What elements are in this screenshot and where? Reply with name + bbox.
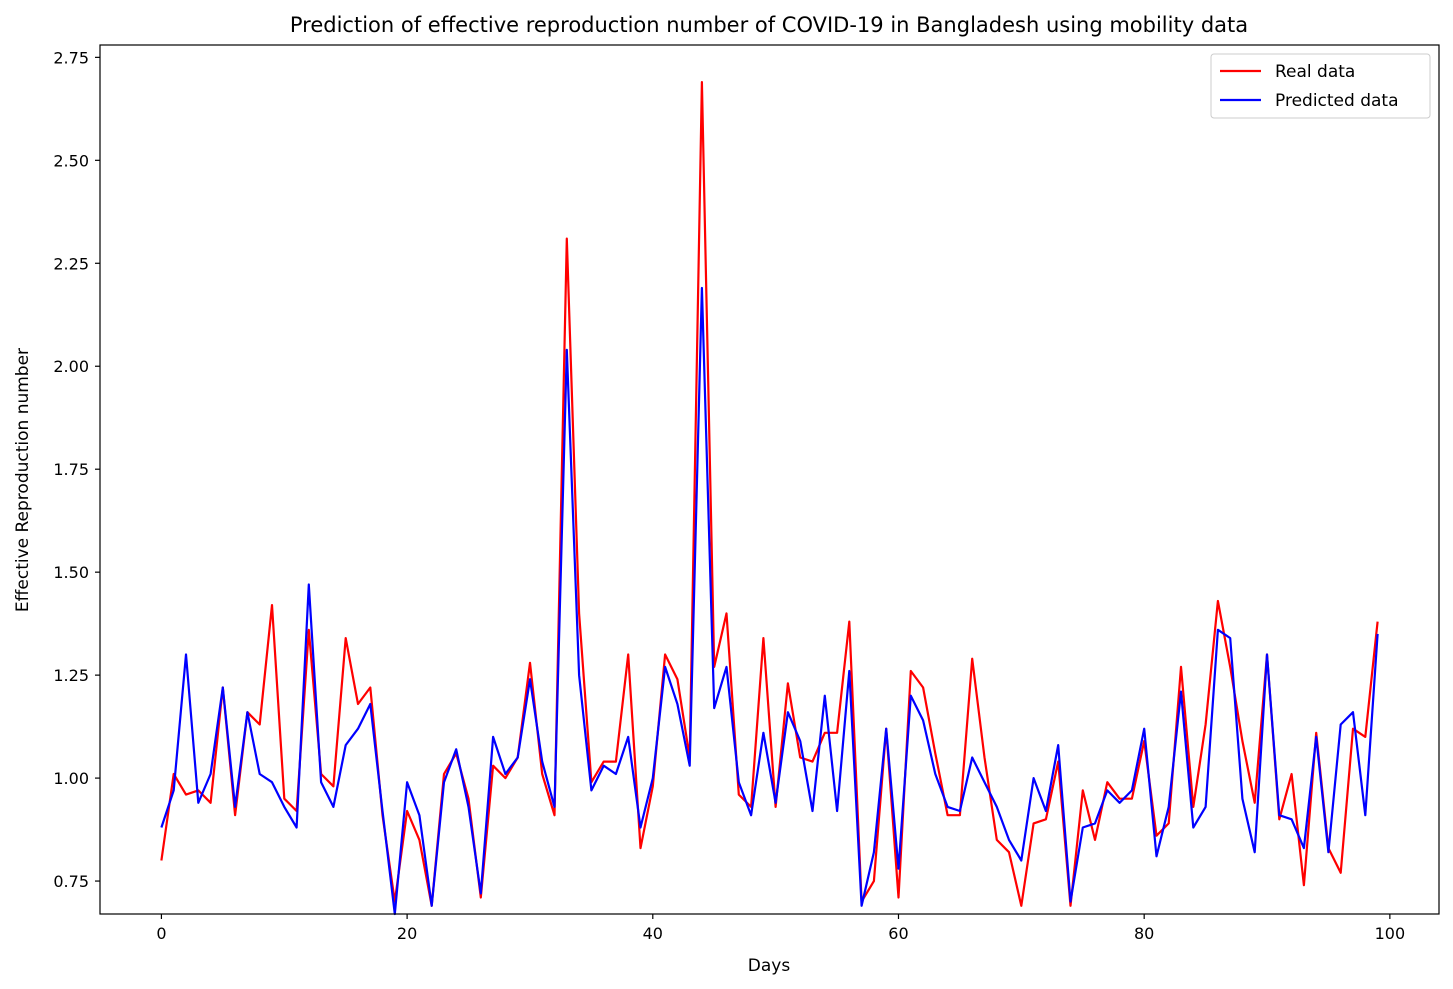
y-tick-label: 0.75: [53, 872, 89, 891]
y-tick-label: 1.50: [53, 563, 89, 582]
x-tick-label: 100: [1375, 924, 1406, 943]
x-axis-title: Days: [748, 956, 791, 976]
legend-box: [1210, 53, 1431, 119]
y-tick-label: 1.25: [53, 666, 89, 685]
y-tick-label: 2.75: [53, 48, 89, 67]
legend-label-predicted: Predicted data: [1275, 91, 1399, 111]
y-tick-label: 2.25: [53, 254, 89, 273]
legend: Real data Predicted data: [1210, 53, 1431, 119]
x-tick-label: 0: [156, 924, 166, 943]
y-tick-label: 2.00: [53, 357, 89, 376]
y-tick-label: 2.50: [53, 151, 89, 170]
y-tick-label: 1.00: [53, 769, 89, 788]
y-tick-label: 1.75: [53, 460, 89, 479]
legend-label-real: Real data: [1275, 62, 1355, 82]
x-tick-label: 80: [1134, 924, 1154, 943]
x-tick-label: 20: [397, 924, 417, 943]
chart-title: Prediction of effective reproduction num…: [290, 13, 1248, 37]
x-tick-label: 60: [888, 924, 908, 943]
y-axis: 0.75 1.00 1.25 1.50 1.75 2.00 2.25 2.50 2.75: [53, 48, 100, 891]
y-axis-title: Effective Reproduction number: [13, 348, 33, 612]
plot-frame: [99, 44, 1440, 915]
series-line-predicted: [160, 286, 1379, 916]
x-axis: 0 20 40 60 80 100: [156, 914, 1405, 943]
series-layer: [160, 80, 1379, 916]
x-tick-label: 40: [643, 924, 663, 943]
